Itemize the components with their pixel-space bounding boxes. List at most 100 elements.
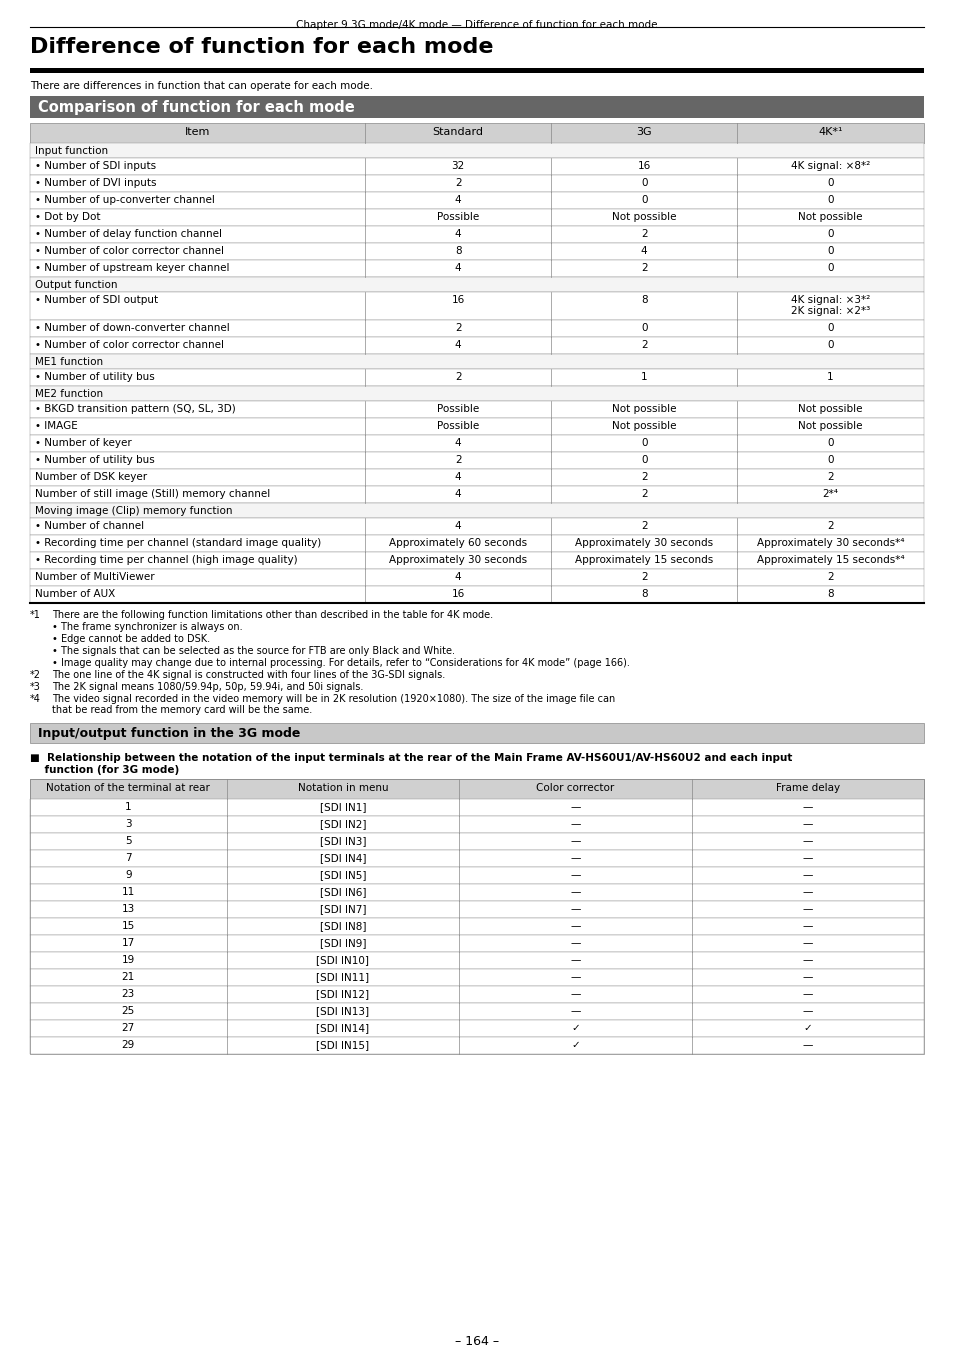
Text: • Number of SDI inputs: • Number of SDI inputs: [35, 161, 156, 171]
Text: that be read from the memory card will be the same.: that be read from the memory card will b…: [52, 705, 312, 716]
Text: Item: Item: [185, 127, 210, 136]
Text: —: —: [801, 921, 812, 931]
Text: 0: 0: [640, 178, 647, 188]
Text: • Number of channel: • Number of channel: [35, 521, 144, 531]
Text: The video signal recorded in the video memory will be in 2K resolution (1920×108: The video signal recorded in the video m…: [52, 694, 615, 703]
Bar: [30, 936, 923, 952]
Bar: [30, 568, 923, 586]
Bar: [30, 1037, 923, 1054]
Text: 4: 4: [455, 230, 461, 239]
Text: [SDI IN13]: [SDI IN13]: [316, 1006, 369, 1017]
Text: —: —: [801, 954, 812, 965]
Bar: [30, 292, 923, 320]
Bar: [30, 452, 923, 468]
Bar: [30, 799, 923, 815]
Text: 0: 0: [640, 194, 647, 205]
Text: 16: 16: [637, 161, 650, 171]
Text: • Number of up-converter channel: • Number of up-converter channel: [35, 194, 214, 205]
Bar: [30, 486, 923, 504]
Text: Difference of function for each mode: Difference of function for each mode: [30, 36, 493, 57]
Text: ✓: ✓: [570, 1040, 579, 1050]
Text: [SDI IN2]: [SDI IN2]: [319, 819, 366, 829]
Text: ✓: ✓: [802, 1023, 811, 1033]
Text: • Number of DVI inputs: • Number of DVI inputs: [35, 178, 156, 188]
Bar: [30, 850, 923, 867]
Text: —: —: [801, 869, 812, 880]
Bar: [30, 833, 923, 851]
Text: [SDI IN5]: [SDI IN5]: [319, 869, 366, 880]
Text: 8: 8: [640, 589, 647, 599]
Text: Not possible: Not possible: [611, 212, 676, 221]
Bar: [30, 779, 923, 1054]
Text: 0: 0: [826, 455, 833, 464]
Text: • Recording time per channel (high image quality): • Recording time per channel (high image…: [35, 555, 297, 566]
Text: 25: 25: [122, 1006, 134, 1017]
Text: 0: 0: [640, 437, 647, 448]
Bar: [30, 386, 923, 401]
Text: • Number of color corrector channel: • Number of color corrector channel: [35, 246, 224, 256]
Text: [SDI IN1]: [SDI IN1]: [319, 802, 366, 811]
Text: 2K signal: ×2*³: 2K signal: ×2*³: [790, 306, 869, 316]
Text: 4: 4: [455, 263, 461, 273]
Text: Approximately 15 seconds*⁴: Approximately 15 seconds*⁴: [756, 555, 903, 566]
Bar: [30, 586, 923, 603]
Text: 1: 1: [640, 373, 647, 382]
Bar: [30, 1021, 923, 1037]
Text: [SDI IN8]: [SDI IN8]: [319, 921, 366, 931]
Text: 7: 7: [125, 853, 132, 863]
Text: The 2K signal means 1080/59.94p, 50p, 59.94i, and 50i signals.: The 2K signal means 1080/59.94p, 50p, 59…: [52, 682, 363, 693]
Text: • Number of keyer: • Number of keyer: [35, 437, 132, 448]
Text: —: —: [570, 990, 580, 999]
Text: 1: 1: [125, 802, 132, 811]
Text: —: —: [570, 887, 580, 896]
Text: 4K*¹: 4K*¹: [818, 127, 841, 136]
Text: 2: 2: [455, 455, 461, 464]
Text: • Number of delay function channel: • Number of delay function channel: [35, 230, 222, 239]
Bar: [30, 1003, 923, 1021]
Text: 4: 4: [455, 472, 461, 482]
Text: • Image quality may change due to internal processing. For details, refer to “Co: • Image quality may change due to intern…: [52, 657, 629, 668]
Text: 9: 9: [125, 869, 132, 880]
Text: Not possible: Not possible: [611, 404, 676, 414]
Text: —: —: [570, 869, 580, 880]
Text: —: —: [801, 1006, 812, 1017]
Text: Chapter 9 3G mode/4K mode — Difference of function for each mode: Chapter 9 3G mode/4K mode — Difference o…: [296, 20, 657, 30]
Text: The one line of the 4K signal is constructed with four lines of the 3G-SDI signa: The one line of the 4K signal is constru…: [52, 670, 445, 680]
Text: —: —: [801, 972, 812, 981]
Bar: [30, 884, 923, 900]
Text: 32: 32: [451, 161, 464, 171]
Text: 5: 5: [125, 836, 132, 846]
Text: *2: *2: [30, 670, 41, 680]
Text: Approximately 60 seconds: Approximately 60 seconds: [389, 539, 527, 548]
Text: 2*⁴: 2*⁴: [821, 489, 838, 500]
Bar: [30, 225, 923, 243]
Bar: [30, 68, 923, 73]
Text: 4: 4: [455, 521, 461, 531]
Text: 2: 2: [640, 489, 647, 500]
Text: Approximately 30 seconds: Approximately 30 seconds: [389, 555, 527, 566]
Text: 3G: 3G: [636, 127, 651, 136]
Text: Approximately 30 seconds: Approximately 30 seconds: [575, 539, 713, 548]
Text: Not possible: Not possible: [798, 421, 862, 431]
Text: 19: 19: [122, 954, 134, 965]
Text: [SDI IN15]: [SDI IN15]: [316, 1040, 369, 1050]
Bar: [30, 535, 923, 552]
Text: —: —: [570, 904, 580, 914]
Text: • Number of down-converter channel: • Number of down-converter channel: [35, 323, 230, 333]
Text: Number of AUX: Number of AUX: [35, 589, 115, 599]
Text: —: —: [801, 853, 812, 863]
Text: —: —: [801, 904, 812, 914]
Text: 2: 2: [826, 572, 833, 582]
Text: —: —: [801, 819, 812, 829]
Text: ✓: ✓: [570, 1023, 579, 1033]
Text: [SDI IN3]: [SDI IN3]: [319, 836, 366, 846]
Text: Number of MultiViewer: Number of MultiViewer: [35, 572, 154, 582]
Text: 2: 2: [640, 572, 647, 582]
Bar: [30, 418, 923, 435]
Text: 4: 4: [455, 194, 461, 205]
Text: —: —: [801, 887, 812, 896]
Text: 2: 2: [640, 230, 647, 239]
Text: • BKGD transition pattern (SQ, SL, 3D): • BKGD transition pattern (SQ, SL, 3D): [35, 404, 235, 414]
Text: 2: 2: [826, 521, 833, 531]
Text: —: —: [570, 921, 580, 931]
